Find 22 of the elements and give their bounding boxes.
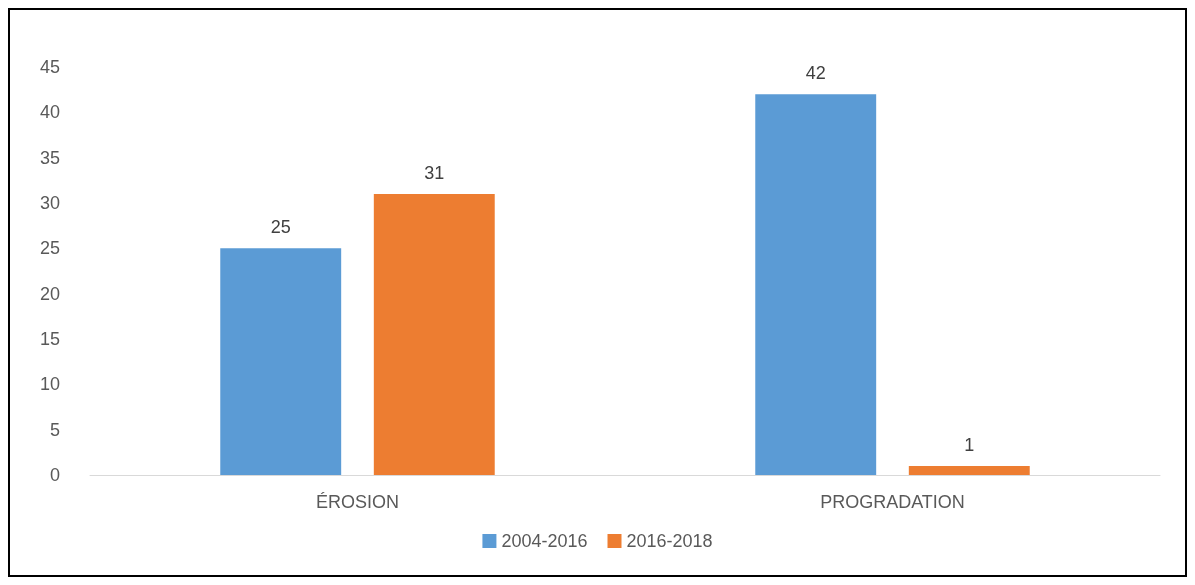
x-tick-label: ÉROSION — [315, 492, 400, 512]
bar — [220, 248, 342, 475]
y-tick-label: 5 — [49, 419, 60, 440]
y-tick-label: 25 — [39, 238, 60, 259]
y-tick-label: 45 — [39, 57, 60, 77]
y-tick-label: 0 — [49, 465, 60, 485]
bar — [373, 193, 495, 475]
y-tick-label: 40 — [39, 102, 60, 123]
x-tick-label: PROGRADATION — [820, 492, 965, 512]
data-label: 1 — [964, 434, 975, 455]
data-label: 42 — [805, 63, 826, 84]
y-tick-label: 10 — [39, 374, 60, 395]
legend-label: 2016-2018 — [626, 531, 713, 551]
y-tick-label: 30 — [39, 193, 60, 213]
y-tick-label: 20 — [39, 283, 60, 304]
data-label: 25 — [270, 217, 291, 238]
y-tick-label: 35 — [39, 147, 60, 168]
y-tick-label: 15 — [39, 329, 60, 349]
bar — [908, 465, 1030, 475]
legend-label: 2004-2016 — [501, 531, 588, 551]
data-label: 31 — [424, 162, 445, 183]
bar — [755, 94, 877, 475]
